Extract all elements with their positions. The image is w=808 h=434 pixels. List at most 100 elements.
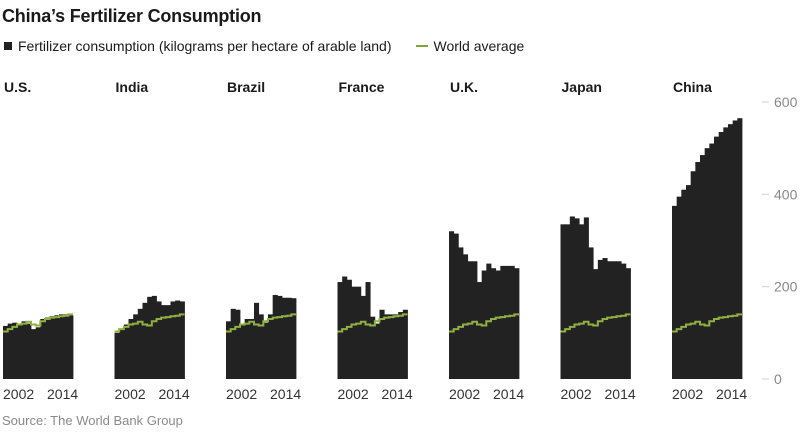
bar bbox=[611, 261, 617, 379]
bar bbox=[616, 261, 622, 379]
bar bbox=[258, 314, 264, 379]
x-tick-label: 2014 bbox=[47, 386, 78, 402]
bar bbox=[505, 265, 511, 379]
x-tick-label: 2002 bbox=[449, 386, 480, 402]
bar bbox=[21, 321, 27, 379]
bar bbox=[472, 261, 478, 379]
bar bbox=[686, 185, 692, 379]
bar bbox=[500, 265, 506, 379]
bar bbox=[12, 322, 18, 379]
bar bbox=[240, 323, 246, 379]
bar bbox=[360, 295, 366, 379]
bar bbox=[35, 327, 41, 379]
panel-title-brazil: Brazil bbox=[227, 79, 265, 95]
bar bbox=[268, 314, 274, 379]
panel-title-france: France bbox=[339, 79, 385, 95]
bar bbox=[7, 323, 13, 379]
bar bbox=[49, 316, 55, 379]
x-tick-label: 2014 bbox=[716, 386, 747, 402]
x-tick-label: 2002 bbox=[3, 386, 34, 402]
panel-title-india: India bbox=[116, 79, 149, 95]
bar bbox=[695, 162, 701, 379]
bar bbox=[263, 322, 269, 379]
bar bbox=[509, 265, 515, 379]
bar bbox=[286, 297, 292, 379]
bar bbox=[365, 282, 371, 379]
x-tick-label: 2014 bbox=[159, 386, 190, 402]
bar bbox=[165, 305, 171, 379]
world-average-line bbox=[3, 313, 73, 333]
bar bbox=[226, 321, 232, 379]
bar bbox=[277, 295, 283, 379]
x-tick-label: 2002 bbox=[672, 386, 703, 402]
panel-title-china: China bbox=[673, 79, 712, 95]
bar bbox=[495, 270, 501, 379]
line-legend-swatch bbox=[415, 45, 428, 47]
bar bbox=[700, 155, 706, 379]
bar bbox=[728, 124, 734, 379]
bar bbox=[170, 301, 176, 379]
x-tick-label: 2002 bbox=[115, 386, 146, 402]
world-average-line bbox=[560, 313, 631, 333]
y-tick-label: 0 bbox=[774, 371, 782, 387]
bar bbox=[123, 324, 129, 379]
bar-legend-swatch bbox=[4, 42, 12, 50]
bar bbox=[59, 314, 65, 379]
bar bbox=[402, 309, 408, 379]
bar bbox=[235, 309, 241, 379]
bar bbox=[31, 329, 37, 379]
bar bbox=[463, 254, 469, 379]
bar bbox=[54, 315, 60, 379]
bar-legend-label: Fertilizer consumption (kilograms per he… bbox=[18, 38, 392, 54]
bar bbox=[737, 118, 743, 379]
bar bbox=[379, 309, 385, 379]
bar bbox=[491, 268, 497, 379]
legend: Fertilizer consumption (kilograms per he… bbox=[4, 38, 524, 54]
bar bbox=[583, 217, 589, 379]
bar bbox=[356, 286, 362, 379]
x-tick-label: 2002 bbox=[226, 386, 257, 402]
chart-title: China’s Fertilizer Consumption bbox=[2, 6, 262, 26]
bar bbox=[342, 276, 348, 379]
bar bbox=[681, 189, 687, 379]
source-note: Source: The World Bank Group bbox=[2, 413, 183, 428]
line-legend-label: World average bbox=[433, 38, 525, 54]
bar bbox=[230, 308, 236, 379]
bar bbox=[40, 318, 46, 379]
bar bbox=[514, 268, 520, 379]
bar bbox=[718, 132, 724, 379]
bar bbox=[244, 318, 250, 379]
bar bbox=[137, 308, 143, 379]
bar bbox=[179, 301, 185, 379]
bar bbox=[690, 171, 696, 379]
bar bbox=[398, 312, 404, 379]
bar bbox=[254, 302, 260, 379]
y-tick-label: 200 bbox=[774, 279, 798, 295]
bar bbox=[114, 332, 120, 379]
bar bbox=[45, 317, 51, 379]
bar bbox=[574, 218, 580, 379]
panel-title-japan: Japan bbox=[562, 79, 602, 95]
x-tick-label: 2014 bbox=[382, 386, 413, 402]
y-tick-label: 600 bbox=[774, 94, 798, 110]
bar bbox=[732, 120, 738, 379]
bar bbox=[3, 325, 9, 379]
bar bbox=[282, 297, 288, 379]
bar bbox=[161, 305, 167, 379]
bar bbox=[156, 301, 162, 379]
bar bbox=[625, 268, 631, 379]
world-average-line bbox=[337, 313, 408, 333]
bar bbox=[63, 314, 69, 379]
bar bbox=[175, 300, 181, 379]
bar bbox=[370, 316, 376, 379]
bar bbox=[607, 261, 613, 379]
bar bbox=[458, 247, 464, 379]
bar bbox=[119, 329, 125, 379]
x-tick-label: 2014 bbox=[493, 386, 524, 402]
world-average-line bbox=[672, 313, 742, 333]
bar bbox=[249, 318, 255, 379]
bar bbox=[588, 247, 594, 379]
bar bbox=[565, 224, 571, 379]
bar bbox=[388, 314, 394, 379]
x-tick-label: 2002 bbox=[561, 386, 592, 402]
